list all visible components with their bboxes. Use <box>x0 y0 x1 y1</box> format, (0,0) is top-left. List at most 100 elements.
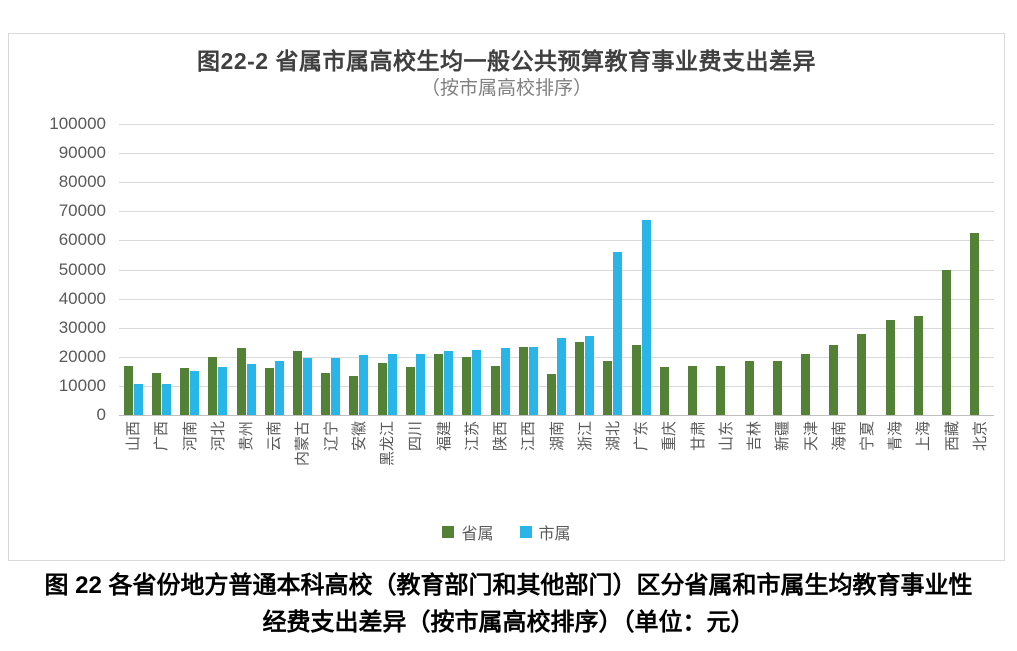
x-axis-label-text: 北京 <box>971 421 989 452</box>
x-axis-label: 海南 <box>831 421 849 521</box>
caption-line-1: 图 22 各省份地方普通本科高校（教育部门和其他部门）区分省属和市属生均教育事业… <box>44 572 973 599</box>
chart-title: 图22-2 省属市属高校生均一般公共预算教育事业费支出差异 <box>197 48 816 74</box>
x-axis-label-text: 吉林 <box>746 421 764 452</box>
x-axis-label: 广东 <box>633 421 651 521</box>
y-axis-label: 60000 <box>58 230 106 250</box>
figure-caption: 图 22 各省份地方普通本科高校（教育部门和其他部门）区分省属和市属生均教育事业… <box>0 567 1017 641</box>
bar-市属-四川 <box>415 353 425 415</box>
x-axis-label-text: 广东 <box>633 421 651 452</box>
bar-市属-河北 <box>218 366 228 415</box>
x-axis-label: 福建 <box>436 421 454 521</box>
x-axis-label-text: 宁夏 <box>858 421 876 452</box>
bar-省属-云南 <box>264 368 274 415</box>
x-axis-label: 宁夏 <box>859 421 877 521</box>
x-axis-label: 吉林 <box>746 421 764 521</box>
x-axis-label: 湖南 <box>549 421 567 521</box>
gridline <box>119 153 994 155</box>
y-axis-label: 10000 <box>58 375 106 395</box>
bar-省属-宁夏 <box>857 333 867 415</box>
x-axis-label: 天津 <box>803 421 821 521</box>
bar-省属-陕西 <box>490 365 500 415</box>
x-axis-label-text: 天津 <box>802 421 820 452</box>
y-axis-label: 0 <box>96 405 106 424</box>
x-axis-label-text: 河北 <box>209 421 227 452</box>
x-axis-label-text: 湖北 <box>604 421 622 452</box>
bar-省属-广西 <box>151 372 161 415</box>
bar-省属-西藏 <box>942 269 952 415</box>
provincial-series-swatch <box>442 526 455 538</box>
bar-市属-贵州 <box>246 364 256 415</box>
bar-市属-云南 <box>274 361 284 415</box>
bar-市属-陕西 <box>500 348 510 415</box>
x-axis-label-text: 黑龙江 <box>379 421 397 467</box>
gridline <box>119 298 994 300</box>
x-axis-label: 甘肃 <box>690 421 708 521</box>
x-axis-label-text: 海南 <box>830 421 848 452</box>
x-axis-label: 内蒙古 <box>294 421 312 521</box>
bar-省属-山西 <box>123 365 133 415</box>
bar-省属-内蒙古 <box>292 350 302 415</box>
bar-省属-安徽 <box>349 375 359 415</box>
bar-市属-黑龙江 <box>387 353 397 415</box>
gridline <box>119 240 994 242</box>
bar-市属-浙江 <box>585 336 595 415</box>
x-axis-label: 山东 <box>718 421 736 521</box>
bar-省属-新疆 <box>772 361 782 415</box>
legend-item-provincial: 省属 <box>442 520 494 544</box>
bar-省属-海南 <box>829 345 839 415</box>
gridline <box>119 327 994 329</box>
x-axis-label: 江苏 <box>464 421 482 521</box>
x-axis-label: 广西 <box>153 421 171 521</box>
x-axis-label: 云南 <box>266 421 284 521</box>
bar-省属-湖南 <box>547 374 556 415</box>
y-axis-label: 100000 <box>49 114 106 133</box>
x-axis-label-text: 云南 <box>266 421 284 452</box>
bar-省属-江西 <box>518 346 528 415</box>
bar-市属-河南 <box>190 371 200 415</box>
x-axis-label: 湖北 <box>605 421 623 521</box>
x-axis-label: 山西 <box>125 421 143 521</box>
bar-省属-贵州 <box>236 348 246 415</box>
bar-省属-北京 <box>970 233 980 415</box>
bar-市属-湖北 <box>613 252 623 415</box>
gridline <box>119 385 994 387</box>
bar-省属-甘肃 <box>688 365 698 415</box>
x-axis-label: 西藏 <box>944 421 962 521</box>
bar-省属-黑龙江 <box>377 362 387 415</box>
y-axis-label: 40000 <box>58 288 106 308</box>
legend-item-municipal: 市属 <box>519 520 571 544</box>
y-axis-label: 90000 <box>58 143 106 163</box>
bar-市属-江西 <box>528 346 538 415</box>
x-axis-label-text: 甘肃 <box>689 421 707 452</box>
x-axis-label-text: 新疆 <box>774 421 792 452</box>
x-axis-label-text: 浙江 <box>576 421 594 452</box>
bar-省属-江苏 <box>462 356 472 415</box>
gridline <box>119 356 994 358</box>
bar-省属-河南 <box>180 368 190 415</box>
x-axis-label: 浙江 <box>577 421 595 521</box>
bar-市属-内蒙古 <box>302 358 312 415</box>
x-axis-label-text: 重庆 <box>661 421 679 452</box>
x-axis-label: 江西 <box>520 421 538 521</box>
x-axis-label: 河南 <box>182 421 200 521</box>
x-axis-label-text: 陕西 <box>492 421 510 452</box>
plot-area <box>119 124 994 416</box>
x-axis-label-text: 青海 <box>887 421 905 452</box>
x-axis-label-text: 西藏 <box>943 421 961 452</box>
chart-container: 图22-2 省属市属高校生均一般公共预算教育事业费支出差异 （按市属高校排序） … <box>8 33 1005 561</box>
chart-subtitle: （按市属高校排序） <box>420 78 592 99</box>
gridline <box>119 182 994 184</box>
bar-市属-山西 <box>133 384 143 415</box>
bar-市属-安徽 <box>359 355 369 415</box>
x-axis-label: 四川 <box>407 421 425 521</box>
x-axis-label-text: 辽宁 <box>322 421 340 452</box>
legend-label-provincial: 省属 <box>461 526 494 543</box>
x-axis-label-text: 福建 <box>435 421 453 452</box>
x-axis-label: 安徽 <box>351 421 369 521</box>
x-axis-label: 新疆 <box>774 421 792 521</box>
bar-省属-山东 <box>716 365 726 415</box>
bar-市属-江苏 <box>472 349 482 415</box>
x-axis-label-text: 内蒙古 <box>294 421 312 467</box>
bar-省属-河北 <box>208 356 218 415</box>
